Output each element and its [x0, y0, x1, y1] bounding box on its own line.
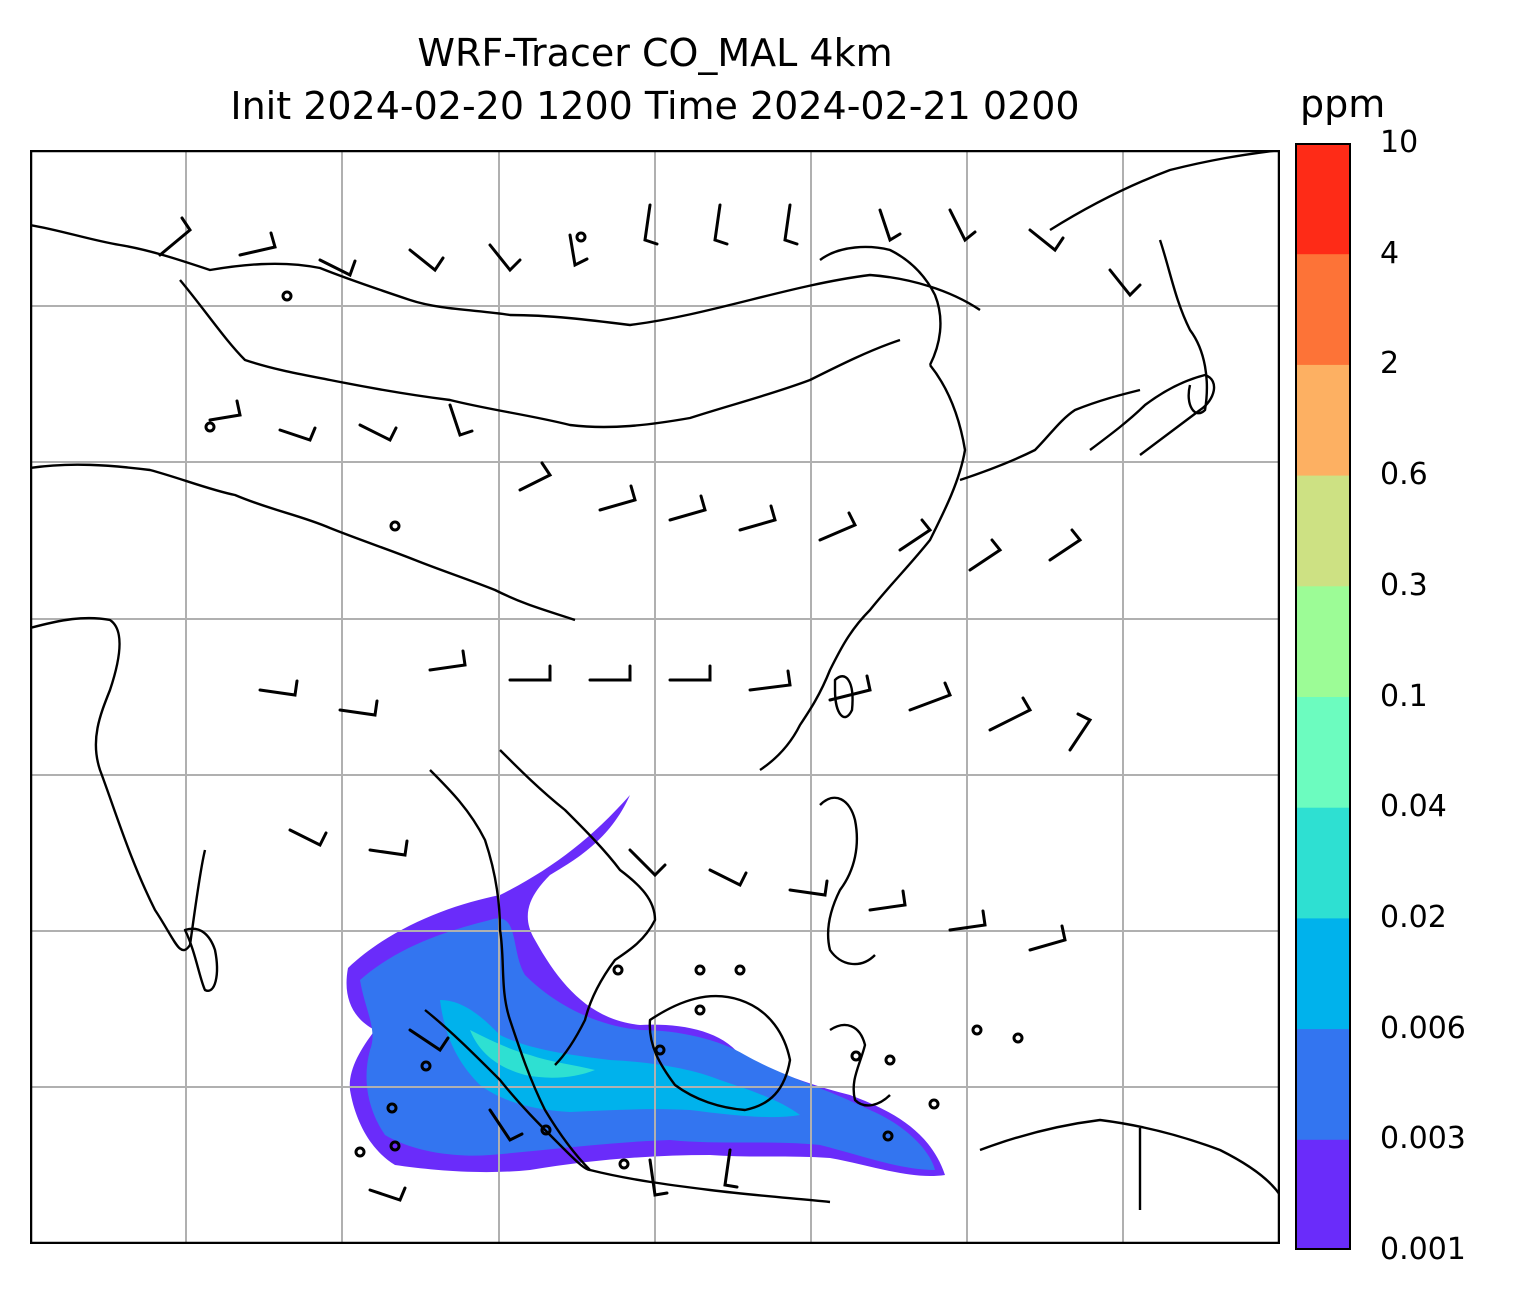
colorbar-tick-label: 0.1 — [1380, 678, 1428, 714]
colorbar-bin — [1295, 143, 1351, 255]
colorbar-bin — [1295, 1028, 1351, 1140]
colorbar-bin — [1295, 696, 1351, 808]
wind-barbs — [158, 203, 1142, 1202]
colorbar-tick-label: 0.006 — [1380, 1010, 1466, 1046]
colorbar-tick-label: 4 — [1380, 235, 1400, 271]
colorbar-bin — [1295, 917, 1351, 1030]
map-border — [30, 150, 1280, 1244]
colorbar-tick-label: 0.6 — [1380, 457, 1428, 493]
colorbar-bin — [1295, 253, 1351, 365]
map-title: WRF-Tracer CO_MAL 4km — [417, 31, 893, 75]
colorbar-tick-label: 0.3 — [1380, 567, 1428, 603]
colorbar-bin — [1295, 1139, 1351, 1250]
gridlines — [30, 150, 1280, 1244]
calm-markers — [204, 231, 1024, 1170]
colorbar-bins — [1295, 143, 1351, 1250]
map-panel — [30, 150, 1280, 1244]
colorbar-tick-label: 0.003 — [1380, 1121, 1466, 1157]
colorbar-tick-label: 0.001 — [1380, 1232, 1466, 1267]
coastlines — [30, 150, 1280, 1210]
plume-core — [470, 1030, 595, 1078]
colorbar-unit-label: ppm — [1300, 82, 1386, 126]
colorbar-bin — [1295, 807, 1351, 919]
plume-mid — [360, 918, 935, 1170]
colorbar-tick-label: 2 — [1380, 346, 1400, 382]
colorbar-bin — [1295, 585, 1351, 697]
colorbar-tick-label: 0.02 — [1380, 899, 1447, 935]
colorbar-tick-label: 0.04 — [1380, 789, 1447, 825]
colorbar-border — [1295, 143, 1351, 1250]
colorbar-bin — [1295, 364, 1351, 476]
colorbar-tick-label: 10 — [1380, 125, 1419, 160]
colorbar — [1295, 143, 1351, 1250]
colorbar-bin — [1295, 475, 1351, 587]
map-subtitle: Init 2024-02-20 1200 Time 2024-02-21 020… — [230, 84, 1080, 128]
